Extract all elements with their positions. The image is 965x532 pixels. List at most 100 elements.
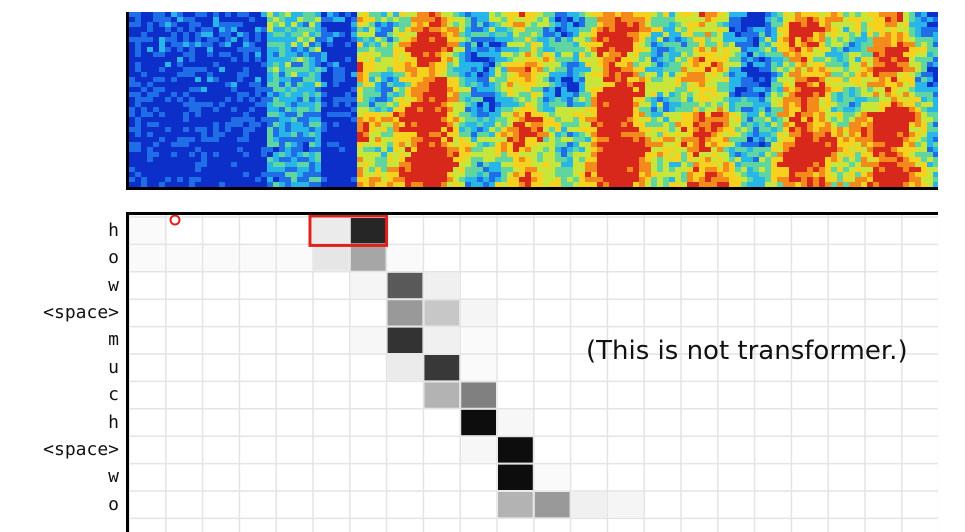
spectrogram-pixel xyxy=(651,172,657,177)
spectrogram-pixel xyxy=(399,62,405,67)
spectrogram-pixel xyxy=(609,42,615,47)
spectrogram-pixel xyxy=(765,47,771,52)
spectrogram-pixel xyxy=(861,172,867,177)
spectrogram-pixel xyxy=(189,12,195,17)
spectrogram-pixel xyxy=(387,67,393,72)
spectrogram-pixel xyxy=(555,102,561,107)
spectrogram-pixel xyxy=(561,17,567,22)
spectrogram-pixel xyxy=(717,137,723,142)
spectrogram-pixel xyxy=(243,32,249,37)
spectrogram-pixel xyxy=(687,67,693,72)
spectrogram-pixel xyxy=(177,92,183,97)
spectrogram-pixel xyxy=(897,97,903,102)
spectrogram-pixel xyxy=(333,117,339,122)
spectrogram-pixel xyxy=(225,47,231,52)
spectrogram-pixel xyxy=(225,152,231,157)
spectrogram-pixel xyxy=(915,117,921,122)
spectrogram-pixel xyxy=(213,72,219,77)
spectrogram-pixel xyxy=(789,162,795,167)
spectrogram-pixel xyxy=(879,32,885,37)
spectrogram-pixel xyxy=(393,137,399,142)
spectrogram-pixel xyxy=(921,92,927,97)
spectrogram-pixel xyxy=(387,142,393,147)
spectrogram-pixel xyxy=(921,122,927,127)
spectrogram-pixel xyxy=(915,112,921,117)
spectrogram-pixel xyxy=(441,62,447,67)
spectrogram-pixel xyxy=(711,62,717,67)
spectrogram-pixel xyxy=(309,87,315,92)
spectrogram-pixel xyxy=(681,62,687,67)
spectrogram-pixel xyxy=(477,92,483,97)
spectrogram-pixel xyxy=(165,47,171,52)
spectrogram-pixel xyxy=(201,12,207,17)
spectrogram-pixel xyxy=(675,182,681,187)
spectrogram-pixel xyxy=(645,57,651,62)
spectrogram-pixel xyxy=(237,42,243,47)
spectrogram-pixel xyxy=(213,27,219,32)
spectrogram-pixel xyxy=(405,137,411,142)
spectrogram-pixel xyxy=(405,132,411,137)
spectrogram-pixel xyxy=(663,182,669,187)
spectrogram-pixel xyxy=(219,52,225,57)
spectrogram-pixel xyxy=(393,167,399,172)
spectrogram-pixel xyxy=(909,122,915,127)
spectrogram-pixel xyxy=(297,52,303,57)
spectrogram-pixel xyxy=(315,42,321,47)
spectrogram-pixel xyxy=(297,107,303,112)
spectrogram-pixel xyxy=(183,12,189,17)
spectrogram-pixel xyxy=(897,52,903,57)
spectrogram-pixel xyxy=(135,182,141,187)
spectrogram-pixel xyxy=(363,72,369,77)
spectrogram-pixel xyxy=(843,82,849,87)
spectrogram-pixel xyxy=(765,17,771,22)
spectrogram-pixel xyxy=(501,82,507,87)
spectrogram-pixel xyxy=(201,132,207,137)
spectrogram-pixel xyxy=(837,32,843,37)
spectrogram-pixel xyxy=(399,82,405,87)
spectrogram-pixel xyxy=(819,42,825,47)
spectrogram-pixel xyxy=(597,42,603,47)
spectrogram-pixel xyxy=(291,72,297,77)
spectrogram-pixel xyxy=(825,112,831,117)
spectrogram-pixel xyxy=(297,92,303,97)
spectrogram-pixel xyxy=(903,47,909,52)
spectrogram-pixel xyxy=(183,52,189,57)
spectrogram-pixel xyxy=(777,112,783,117)
spectrogram-pixel xyxy=(825,82,831,87)
spectrogram-pixel xyxy=(249,77,255,82)
spectrogram-pixel xyxy=(585,122,591,127)
spectrogram-pixel xyxy=(903,107,909,112)
spectrogram-pixel xyxy=(831,87,837,92)
spectrogram-pixel xyxy=(897,132,903,137)
spectrogram-pixel xyxy=(579,22,585,27)
spectrogram-pixel xyxy=(579,12,585,17)
spectrogram-pixel xyxy=(369,27,375,32)
spectrogram-pixel xyxy=(297,32,303,37)
spectrogram-pixel xyxy=(165,122,171,127)
spectrogram-pixel xyxy=(705,32,711,37)
spectrogram-pixel xyxy=(153,42,159,47)
spectrogram-pixel xyxy=(447,17,453,22)
spectrogram-pixel xyxy=(663,102,669,107)
spectrogram-pixel xyxy=(645,32,651,37)
spectrogram-pixel xyxy=(717,17,723,22)
spectrogram-pixel xyxy=(603,122,609,127)
spectrogram-pixel xyxy=(795,17,801,22)
spectrogram-pixel xyxy=(549,32,555,37)
spectrogram-pixel xyxy=(591,32,597,37)
spectrogram-pixel xyxy=(867,27,873,32)
spectrogram-pixel xyxy=(621,72,627,77)
spectrogram-pixel xyxy=(513,112,519,117)
spectrogram-pixel xyxy=(855,57,861,62)
spectrogram-pixel xyxy=(477,142,483,147)
spectrogram-pixel xyxy=(507,172,513,177)
spectrogram-pixel xyxy=(675,27,681,32)
spectrogram-pixel xyxy=(267,87,273,92)
spectrogram-pixel xyxy=(345,82,351,87)
spectrogram-pixel xyxy=(573,17,579,22)
spectrogram-pixel xyxy=(363,57,369,62)
spectrogram-pixel xyxy=(207,12,213,17)
spectrogram-pixel xyxy=(693,47,699,52)
spectrogram-pixel xyxy=(825,32,831,37)
spectrogram-pixel xyxy=(813,17,819,22)
